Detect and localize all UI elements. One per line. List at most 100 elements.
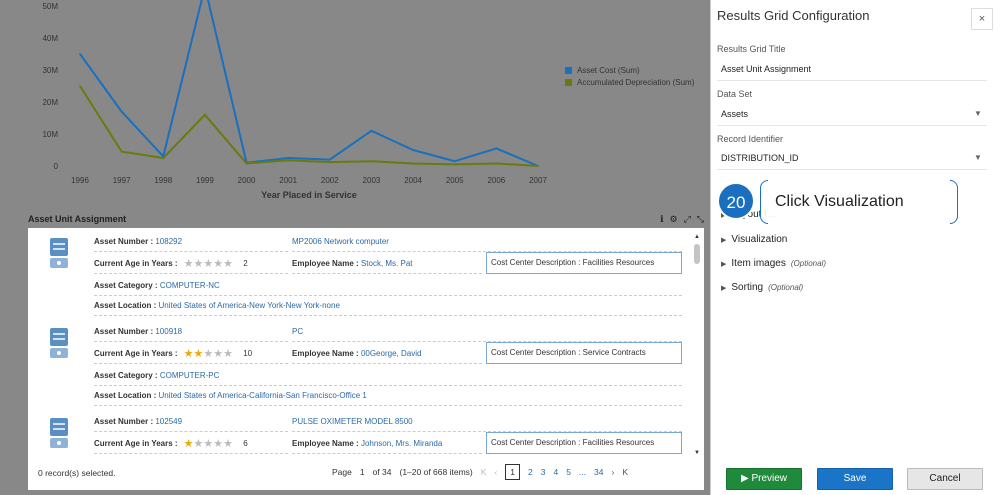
data-point (79, 85, 81, 87)
data-point (287, 157, 289, 159)
record-row[interactable]: Asset Number : 102549 PULSE OXIMETER MODE… (28, 412, 690, 458)
grid-scrollbar[interactable]: ▲ ▼ (694, 234, 700, 456)
chevron-down-icon[interactable]: ▼ (974, 109, 982, 118)
cancel-button[interactable]: Cancel (907, 468, 983, 490)
preview-label: Preview (751, 473, 788, 484)
record-row[interactable]: Asset Number : 108292 MP2006 Network comp… (28, 232, 690, 322)
star-icon: ★ (223, 258, 233, 270)
chevron-down-icon[interactable]: ▼ (974, 153, 982, 162)
bracket-right (950, 180, 958, 224)
page-button[interactable]: 5 (566, 467, 571, 477)
record-id-select[interactable]: DISTRIBUTION_ID (721, 153, 799, 163)
description-link[interactable]: PULSE OXIMETER MODEL 8500 (292, 417, 413, 426)
grid-toolbar: ℹ ⚙ ⤢ ⤡ (660, 214, 704, 225)
page-button[interactable]: 34 (594, 467, 604, 477)
data-point (453, 160, 456, 162)
expand-icon[interactable]: ⤢ (683, 213, 691, 224)
instruction-callout: Click Visualization (760, 180, 958, 224)
collapse-icon[interactable]: ⤡ (696, 213, 704, 224)
close-button[interactable]: × (971, 8, 993, 30)
scroll-up-icon[interactable]: ▲ (694, 234, 700, 240)
star-icon: ★ (203, 348, 214, 360)
data-point (370, 130, 373, 132)
page-range: (1–20 of 668 items) (399, 467, 473, 477)
next-page-icon[interactable]: › (611, 467, 615, 477)
grid-title-input[interactable]: Asset Unit Assignment (721, 64, 812, 74)
section-item-images[interactable]: ▶ Item images (Optional) (721, 258, 826, 269)
optional-tag: (Optional) (790, 259, 826, 268)
category-field: Asset Category : COMPUTER-PC (94, 366, 682, 386)
page-button[interactable]: 4 (553, 467, 559, 477)
cost-center-link[interactable]: Service Contracts (582, 348, 646, 357)
gear-icon[interactable]: ⚙ (669, 213, 678, 224)
page-button-current[interactable]: 1 (505, 464, 520, 480)
data-point (329, 158, 331, 161)
cost-center-link[interactable]: Facilities Resources (582, 258, 655, 267)
category-link[interactable]: COMPUTER-PC (159, 371, 220, 380)
cost-center-field: Cost Center Description : Facilities Res… (486, 252, 682, 274)
location-link[interactable]: United States of America-California-San … (158, 391, 367, 400)
page-input[interactable]: 1 (359, 467, 365, 477)
selection-count: 0 record(s) selected. (38, 468, 116, 478)
category-link[interactable]: COMPUTER-NC (159, 281, 220, 290)
x-tick-label: 2006 (487, 176, 505, 185)
page-label: Page (332, 467, 352, 477)
section-visualization[interactable]: ▶ Visualization (721, 234, 787, 245)
section-sorting[interactable]: ▶ Sorting (Optional) (721, 282, 803, 293)
page-button[interactable]: 3 (540, 467, 546, 477)
info-icon[interactable]: ℹ (660, 213, 664, 224)
employee-link[interactable]: Johnson, Mrs. Miranda (360, 439, 443, 448)
prev-page-icon[interactable]: ‹ (494, 467, 498, 477)
last-page-icon[interactable]: K (622, 467, 628, 477)
asset-number-link[interactable]: 100918 (155, 327, 183, 336)
star-icon: ★ (203, 258, 214, 270)
legend-label-depreciation: Accumulated Depreciation (Sum) (577, 78, 695, 87)
star-icon: ★ (223, 438, 233, 450)
cost-center-link[interactable]: Facilities Resources (582, 438, 655, 447)
first-page-icon[interactable]: K (480, 467, 487, 477)
caret-right-icon: ▶ (721, 260, 727, 268)
scroll-thumb[interactable] (694, 244, 700, 264)
asset-number-link[interactable]: 108292 (155, 237, 183, 246)
employee-link[interactable]: Stock, Ms. Pat (360, 259, 413, 268)
asset-number-link[interactable]: 102549 (155, 417, 183, 426)
data-point (412, 162, 414, 165)
description-link[interactable]: PC (292, 327, 304, 336)
employee-field: Employee Name : Stock, Ms. Pat (292, 254, 482, 274)
dataset-select[interactable]: Assets (721, 109, 749, 119)
step-badge: 20 (717, 182, 755, 220)
page-button[interactable]: 2 (527, 467, 533, 477)
location-link[interactable]: United States of America-New York-New Yo… (158, 301, 340, 310)
data-point (412, 149, 414, 151)
star-icon: ★ (183, 438, 194, 450)
x-tick-label: 1998 (154, 176, 172, 185)
results-grid-header: Asset Unit Assignment ℹ ⚙ ⤢ ⤡ (28, 210, 704, 228)
star-icon: ★ (193, 348, 204, 360)
x-tick-label: 2000 (238, 176, 256, 185)
star-rating: ★★★★★ (184, 344, 233, 363)
star-icon: ★ (213, 348, 224, 360)
employee-link[interactable]: 00George, David (360, 349, 422, 358)
cost-center-field: Cost Center Description : Service Contra… (486, 342, 682, 364)
data-point (495, 147, 498, 150)
save-button[interactable]: Save (817, 468, 893, 490)
y-tick-label: 20M (42, 98, 58, 107)
server-icon (50, 418, 68, 448)
section-label: Item images (731, 258, 786, 269)
description-field: PULSE OXIMETER MODEL 8500 (292, 412, 682, 432)
star-icon: ★ (193, 438, 204, 450)
bracket-left (760, 180, 768, 224)
preview-button[interactable]: ▶ Preview (726, 468, 802, 490)
page-of: of 34 (372, 467, 392, 477)
optional-tag: (Optional) (768, 283, 804, 292)
cost-center-field: Cost Center Description : Facilities Res… (486, 432, 682, 454)
data-point (329, 161, 331, 163)
panel-title: Results Grid Configuration (717, 8, 870, 23)
star-icon: ★ (223, 348, 233, 360)
page-ellipsis: ... (578, 467, 587, 477)
description-link[interactable]: MP2006 Network computer (292, 237, 389, 246)
data-point (287, 159, 289, 162)
record-row[interactable]: Asset Number : 100918 PC Current Age in Ye… (28, 322, 690, 412)
scroll-down-icon[interactable]: ▼ (694, 450, 700, 456)
data-point (79, 53, 81, 55)
